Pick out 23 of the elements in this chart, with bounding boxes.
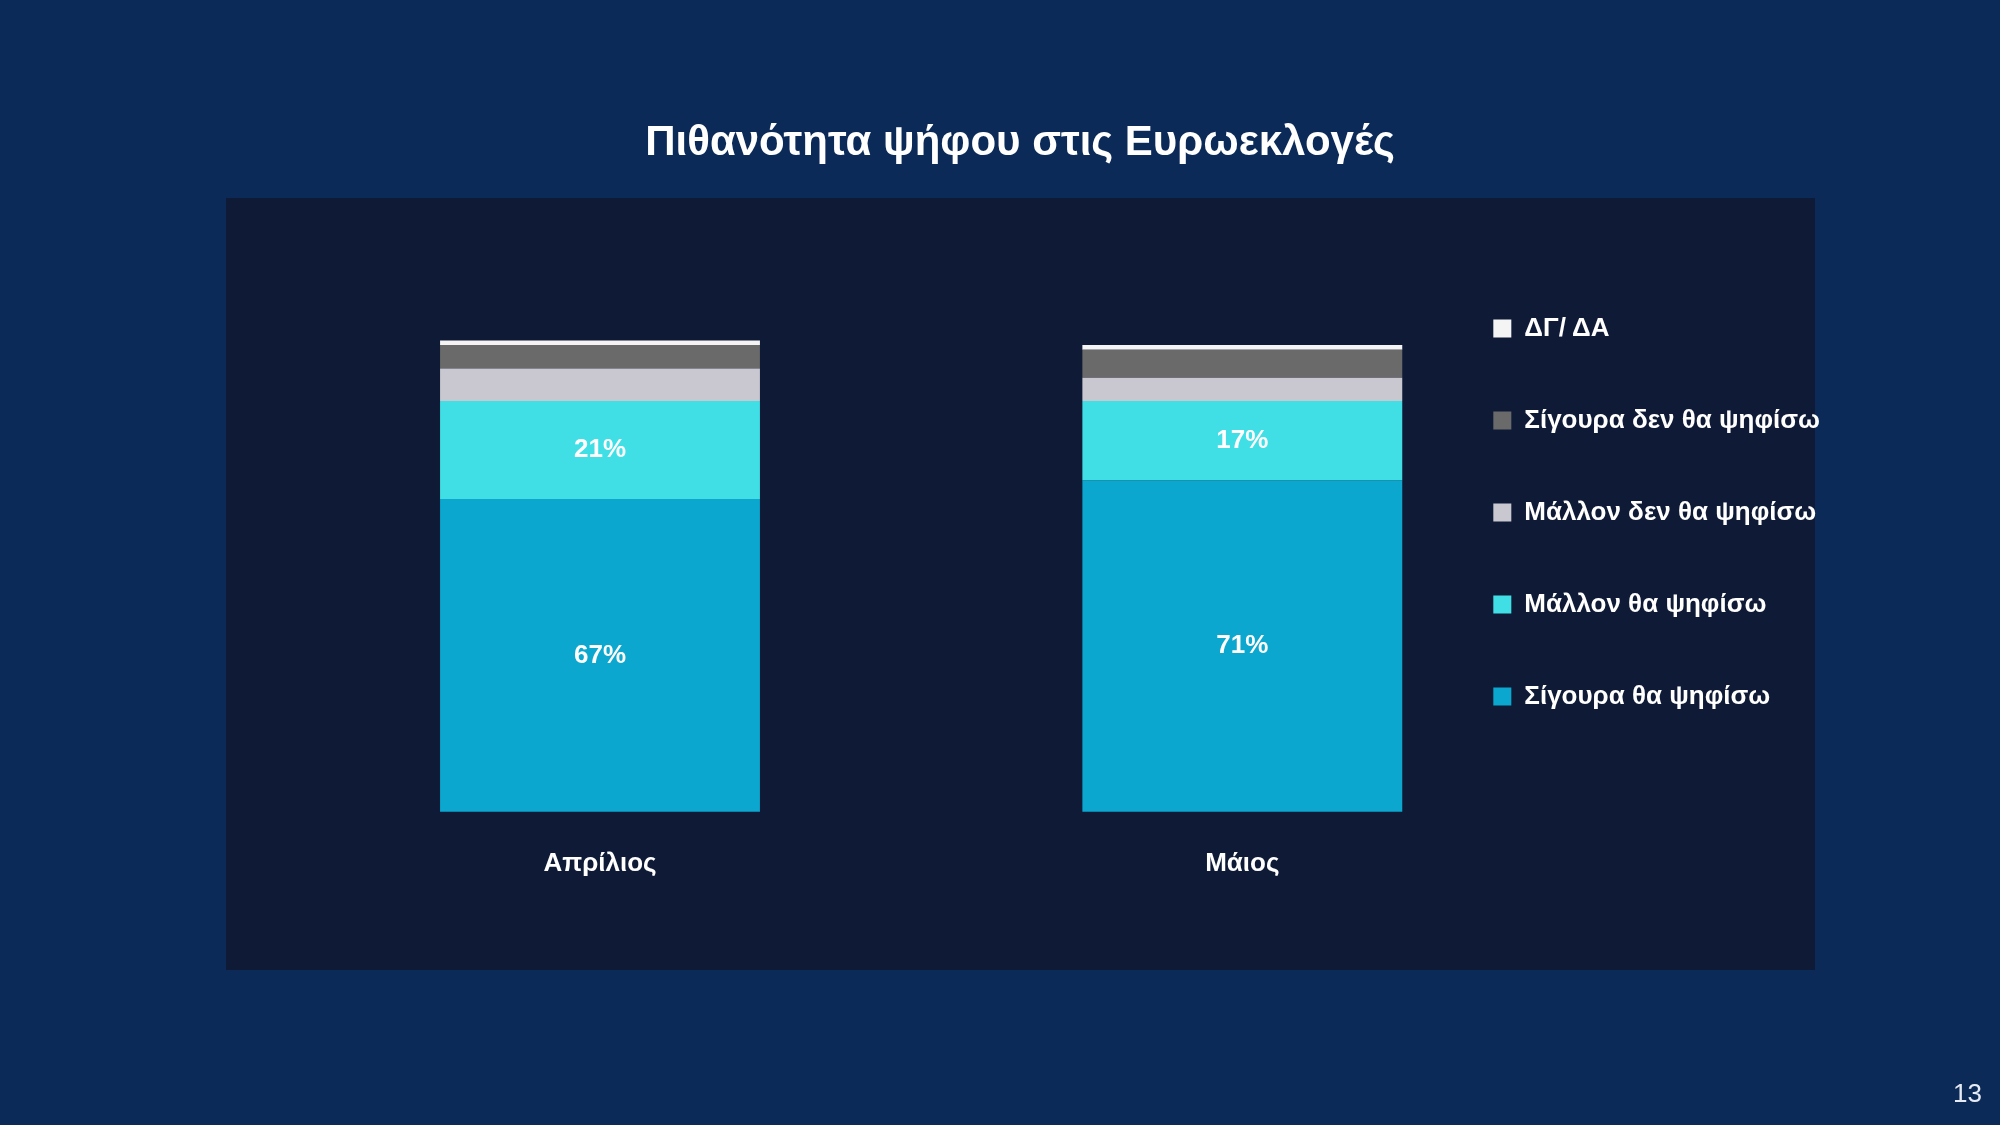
bar [1082,480,1403,812]
data-label: 67% [573,638,627,669]
legend-label: Σίγουρα θα ψηφίσω [1524,679,1771,710]
data-label: 71% [1216,629,1269,660]
bar [1082,349,1403,378]
legend-label: ΔΓ/ ΔΑ [1524,311,1610,342]
bar [440,345,760,369]
bar [1082,345,1403,350]
x-tick-label: Απρίλιος [543,846,657,877]
bar [440,368,760,402]
bar [440,401,760,500]
legend-label: Μάλλον δεν θα ψηφίσω [1524,495,1817,526]
data-label: 17% [1216,423,1269,454]
bar [440,340,760,346]
bar [1082,377,1403,402]
legend-label: Σίγουρα δεν θα ψηφίσω [1524,403,1820,434]
chart-title: Πιθανότητα ψήφου στις Ευρωεκλογές [645,116,1395,164]
legend-label: Μάλλον θα ψηφίσω [1524,587,1767,618]
data-label: 21% [573,433,627,464]
bar [440,499,760,812]
bar [1082,401,1403,481]
x-tick-label: Μάιος [1205,846,1280,877]
text: 13 [1953,1078,1982,1109]
